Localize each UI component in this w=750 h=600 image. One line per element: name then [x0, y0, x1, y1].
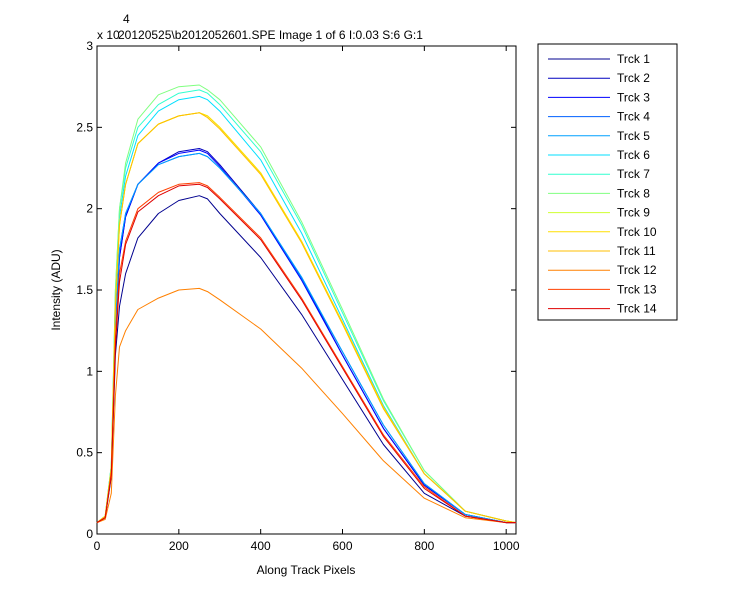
- legend-label-trck-2: Trck 2: [617, 71, 650, 85]
- series-line-trck-8: [96, 84, 517, 524]
- legend-label-trck-5: Trck 5: [617, 129, 650, 143]
- y-tick-label-1: 0.5: [76, 446, 93, 460]
- legend-label-trck-11: Trck 11: [617, 244, 656, 258]
- y-tick-label-6: 3: [86, 39, 93, 53]
- y-multiplier-exponent: 4: [123, 12, 130, 26]
- y-tick-label-2: 1: [86, 364, 93, 378]
- legend-label-trck-8: Trck 8: [617, 186, 650, 200]
- x-tick-label-4: 800: [414, 539, 434, 553]
- series-line-trck-12: [96, 287, 516, 524]
- series-line-trck-1: [96, 195, 516, 524]
- legend-label-trck-13: Trck 13: [617, 282, 657, 296]
- x-axis-label: Along Track Pixels: [257, 563, 356, 577]
- y-axis: 0 0.5 1 1.5 2 2.5 3: [76, 39, 516, 541]
- x-tick-label-1: 200: [169, 539, 189, 553]
- legend-label-trck-10: Trck 10: [617, 225, 657, 239]
- series-line-trck-14: [96, 183, 516, 524]
- x-tick-label-3: 600: [332, 539, 352, 553]
- legend-label-trck-14: Trck 14: [617, 302, 657, 316]
- series-line-trck-13: [96, 182, 516, 524]
- plot-area: 0 200 400 600 800 1000 0 0.5 1 1.5 2 2.5 3: [76, 39, 520, 553]
- series-line-trck-5: [96, 152, 516, 524]
- x-tick-label-5: 1000: [493, 539, 520, 553]
- y-tick-label-0: 0: [86, 527, 93, 541]
- legend-label-trck-6: Trck 6: [617, 148, 650, 162]
- series-group: [96, 84, 517, 524]
- y-tick-label-3: 1.5: [76, 283, 93, 297]
- y-tick-label-4: 2: [86, 202, 93, 216]
- legend-items: Trck 1 Trck 2 Trck 3 Trck 4 Trck 5 Trck 6 Trck…: [548, 52, 657, 316]
- chart-title: 20120525\b2012052601.SPE Image 1 of 6 I:…: [118, 28, 423, 42]
- y-axis-label: Intensity (ADU): [49, 249, 63, 330]
- legend-label-trck-12: Trck 12: [617, 263, 657, 277]
- y-multiplier-base: x 10: [97, 28, 120, 42]
- series-line-trck-11: [96, 112, 517, 524]
- x-tick-label-2: 400: [251, 539, 271, 553]
- legend-label-trck-1: Trck 1: [617, 52, 650, 66]
- legend-label-trck-3: Trck 3: [617, 90, 650, 104]
- y-tick-label-5: 2.5: [76, 120, 93, 134]
- legend-label-trck-4: Trck 4: [617, 110, 650, 124]
- x-tick-label-0: 0: [94, 539, 101, 553]
- legend-box: [537, 43, 678, 321]
- legend: Trck 1 Trck 2 Trck 3 Trck 4 Trck 5 Trck 6 Trck…: [537, 43, 678, 321]
- x-axis: 0 200 400 600 800 1000: [94, 46, 520, 553]
- legend-label-trck-7: Trck 7: [617, 167, 650, 181]
- legend-label-trck-9: Trck 9: [617, 206, 650, 220]
